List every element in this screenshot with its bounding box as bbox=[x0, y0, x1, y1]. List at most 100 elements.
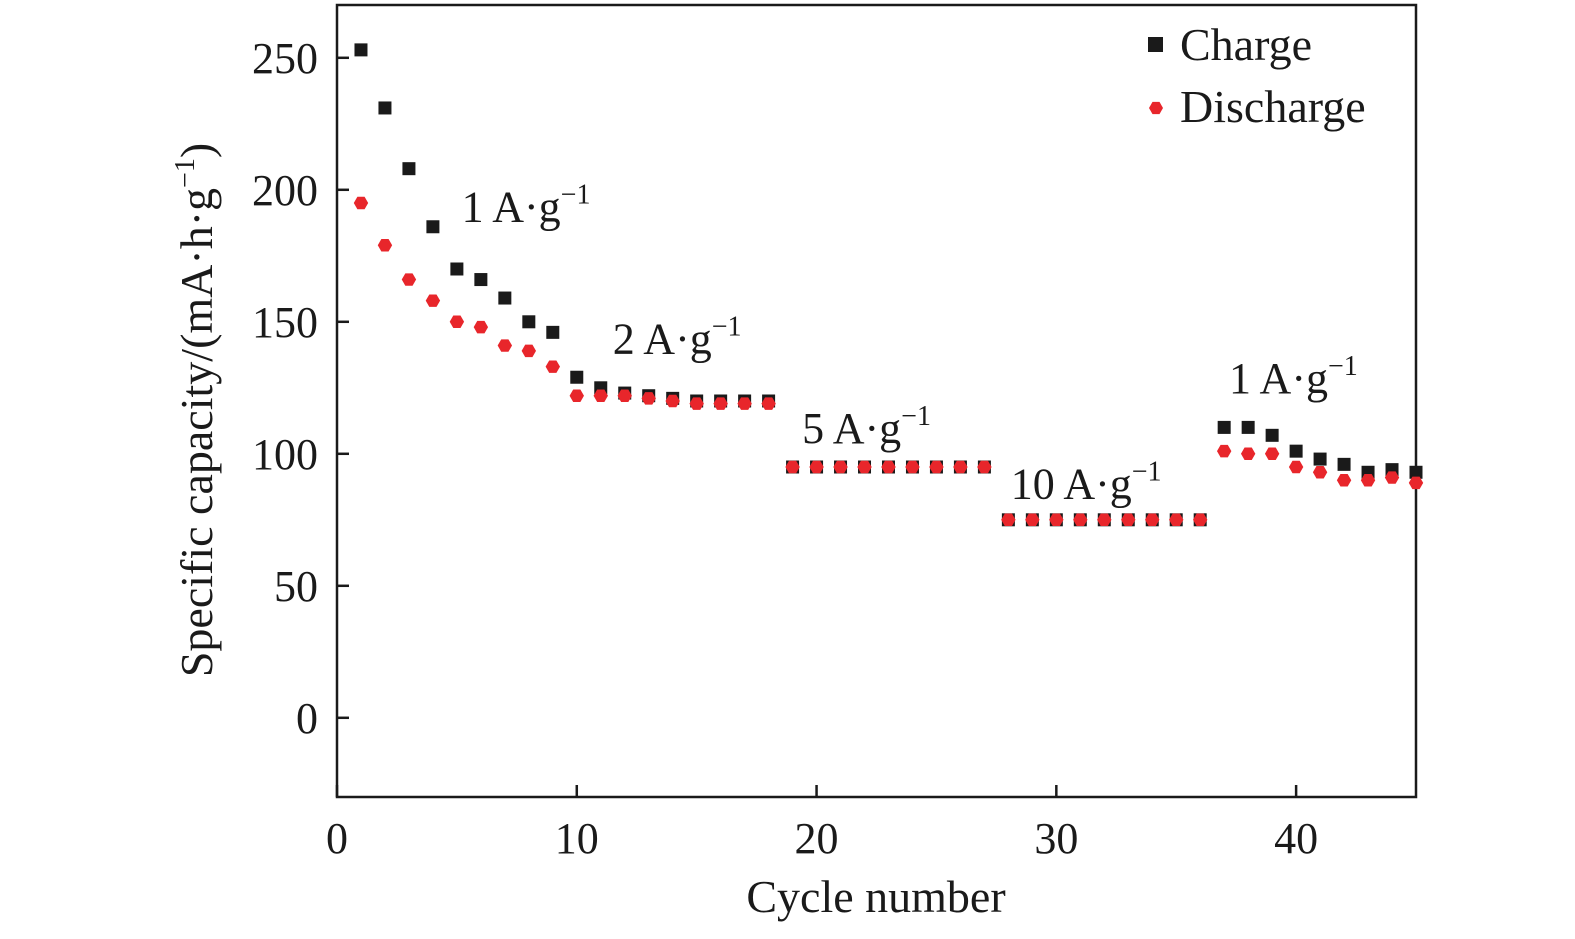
discharge-point bbox=[497, 339, 513, 352]
x-tick-label: 30 bbox=[1034, 814, 1078, 863]
discharge-point bbox=[737, 397, 752, 410]
charge-point bbox=[402, 162, 416, 176]
rate-annotation-text: 1 A·g bbox=[462, 182, 561, 231]
rate-annotation-text: 2 A·g bbox=[613, 314, 712, 363]
discharge-point bbox=[353, 196, 369, 210]
legend: Charge Discharge bbox=[1148, 19, 1366, 132]
discharge-point bbox=[1336, 473, 1352, 487]
rate-annotation-text: 10 A·g bbox=[1011, 460, 1132, 509]
series-discharge bbox=[353, 196, 1424, 527]
y-tick-label: 250 bbox=[252, 34, 318, 83]
y-tick-label: 0 bbox=[296, 694, 318, 743]
discharge-point bbox=[977, 460, 992, 474]
discharge-point bbox=[1216, 444, 1232, 458]
x-tick-label: 40 bbox=[1274, 814, 1318, 863]
discharge-point bbox=[713, 397, 728, 410]
charge-point bbox=[1409, 465, 1423, 479]
discharge-point bbox=[953, 460, 968, 474]
discharge-point bbox=[593, 389, 608, 402]
discharge-point bbox=[833, 460, 848, 474]
discharge-point bbox=[881, 460, 896, 474]
legend-charge-marker bbox=[1148, 37, 1163, 52]
x-axis-title: Cycle number bbox=[746, 871, 1005, 922]
rate-annotation: 5 A·g−1 bbox=[802, 401, 931, 453]
discharge-point bbox=[425, 294, 441, 307]
y-axis-title-main: Specific capacity/(mA·h·g bbox=[171, 188, 222, 677]
rate-annotation: 1 A·g−1 bbox=[1229, 351, 1358, 403]
y-axis-title: Specific capacity/(mA·h·g−1) bbox=[170, 143, 222, 677]
discharge-point bbox=[1073, 513, 1088, 527]
y-axis-title-group: Specific capacity/(mA·h·g−1) bbox=[170, 143, 222, 677]
rate-annotations: 1 A·g−12 A·g−15 A·g−110 A·g−11 A·g−1 bbox=[462, 179, 1358, 508]
rate-annotation-sup: −1 bbox=[561, 179, 591, 210]
discharge-point bbox=[1097, 513, 1112, 527]
discharge-point bbox=[1121, 513, 1136, 527]
discharge-point bbox=[785, 460, 800, 474]
y-tick-label: 150 bbox=[252, 298, 318, 347]
plot-frame bbox=[335, 3, 1418, 799]
y-tick-label: 50 bbox=[274, 562, 318, 611]
legend-discharge-label: Discharge bbox=[1180, 81, 1366, 132]
discharge-point bbox=[521, 344, 537, 358]
rate-annotation-text: 1 A·g bbox=[1229, 354, 1328, 403]
discharge-point bbox=[377, 239, 393, 252]
charge-point bbox=[354, 43, 368, 57]
discharge-point bbox=[569, 389, 584, 402]
discharge-point bbox=[1145, 513, 1160, 527]
rate-annotation: 1 A·g−1 bbox=[462, 179, 591, 231]
discharge-point bbox=[689, 397, 704, 410]
charge-point bbox=[426, 220, 440, 234]
discharge-point bbox=[1384, 471, 1400, 484]
rate-annotation-sup: −1 bbox=[1328, 351, 1358, 382]
x-tick-label: 20 bbox=[795, 814, 839, 863]
discharge-point bbox=[1025, 513, 1040, 527]
charge-point bbox=[1289, 444, 1303, 458]
discharge-point bbox=[905, 460, 920, 474]
charge-point bbox=[474, 273, 488, 287]
rate-annotation-sup: −1 bbox=[1132, 457, 1162, 488]
y-tick-label: 200 bbox=[252, 166, 318, 215]
discharge-point bbox=[1312, 466, 1328, 479]
legend-charge-label: Charge bbox=[1180, 19, 1312, 70]
discharge-point bbox=[665, 394, 680, 408]
data-series bbox=[353, 43, 1424, 527]
rate-annotation-sup: −1 bbox=[712, 311, 742, 342]
discharge-point bbox=[401, 273, 417, 286]
discharge-point bbox=[857, 460, 872, 474]
rate-annotation-sup: −1 bbox=[901, 401, 931, 432]
discharge-point bbox=[1193, 513, 1208, 527]
plot-border bbox=[335, 3, 1418, 799]
discharge-point bbox=[641, 392, 656, 405]
discharge-point bbox=[761, 397, 776, 410]
axis-tick-labels: 0 10 20 30 40 0 50 100 150 200 250 bbox=[252, 34, 1318, 863]
legend-discharge-marker bbox=[1149, 101, 1163, 115]
discharge-point bbox=[1288, 460, 1304, 474]
charge-point bbox=[1337, 457, 1351, 471]
y-axis-title-sup: −1 bbox=[170, 158, 201, 188]
charge-point bbox=[450, 262, 464, 276]
charge-point bbox=[498, 291, 512, 305]
discharge-point bbox=[617, 389, 632, 402]
discharge-point bbox=[1240, 447, 1256, 461]
discharge-point bbox=[929, 460, 944, 474]
discharge-point bbox=[1360, 473, 1376, 487]
charge-point bbox=[546, 325, 560, 339]
charge-point bbox=[570, 370, 584, 384]
discharge-point bbox=[449, 315, 465, 329]
discharge-point bbox=[545, 360, 560, 373]
discharge-point bbox=[1001, 513, 1016, 527]
charge-point bbox=[1313, 452, 1327, 466]
rate-annotation: 10 A·g−1 bbox=[1011, 457, 1162, 509]
rate-annotation: 2 A·g−1 bbox=[613, 311, 742, 363]
discharge-point bbox=[1049, 513, 1064, 527]
y-tick-label: 100 bbox=[252, 430, 318, 479]
discharge-point bbox=[473, 320, 489, 334]
discharge-point bbox=[809, 460, 824, 474]
discharge-point bbox=[1169, 513, 1184, 527]
charge-point bbox=[1265, 428, 1279, 442]
discharge-point bbox=[1264, 447, 1280, 461]
charge-point bbox=[522, 315, 536, 329]
axis-ticks bbox=[335, 56, 1298, 797]
discharge-point bbox=[1408, 476, 1424, 490]
